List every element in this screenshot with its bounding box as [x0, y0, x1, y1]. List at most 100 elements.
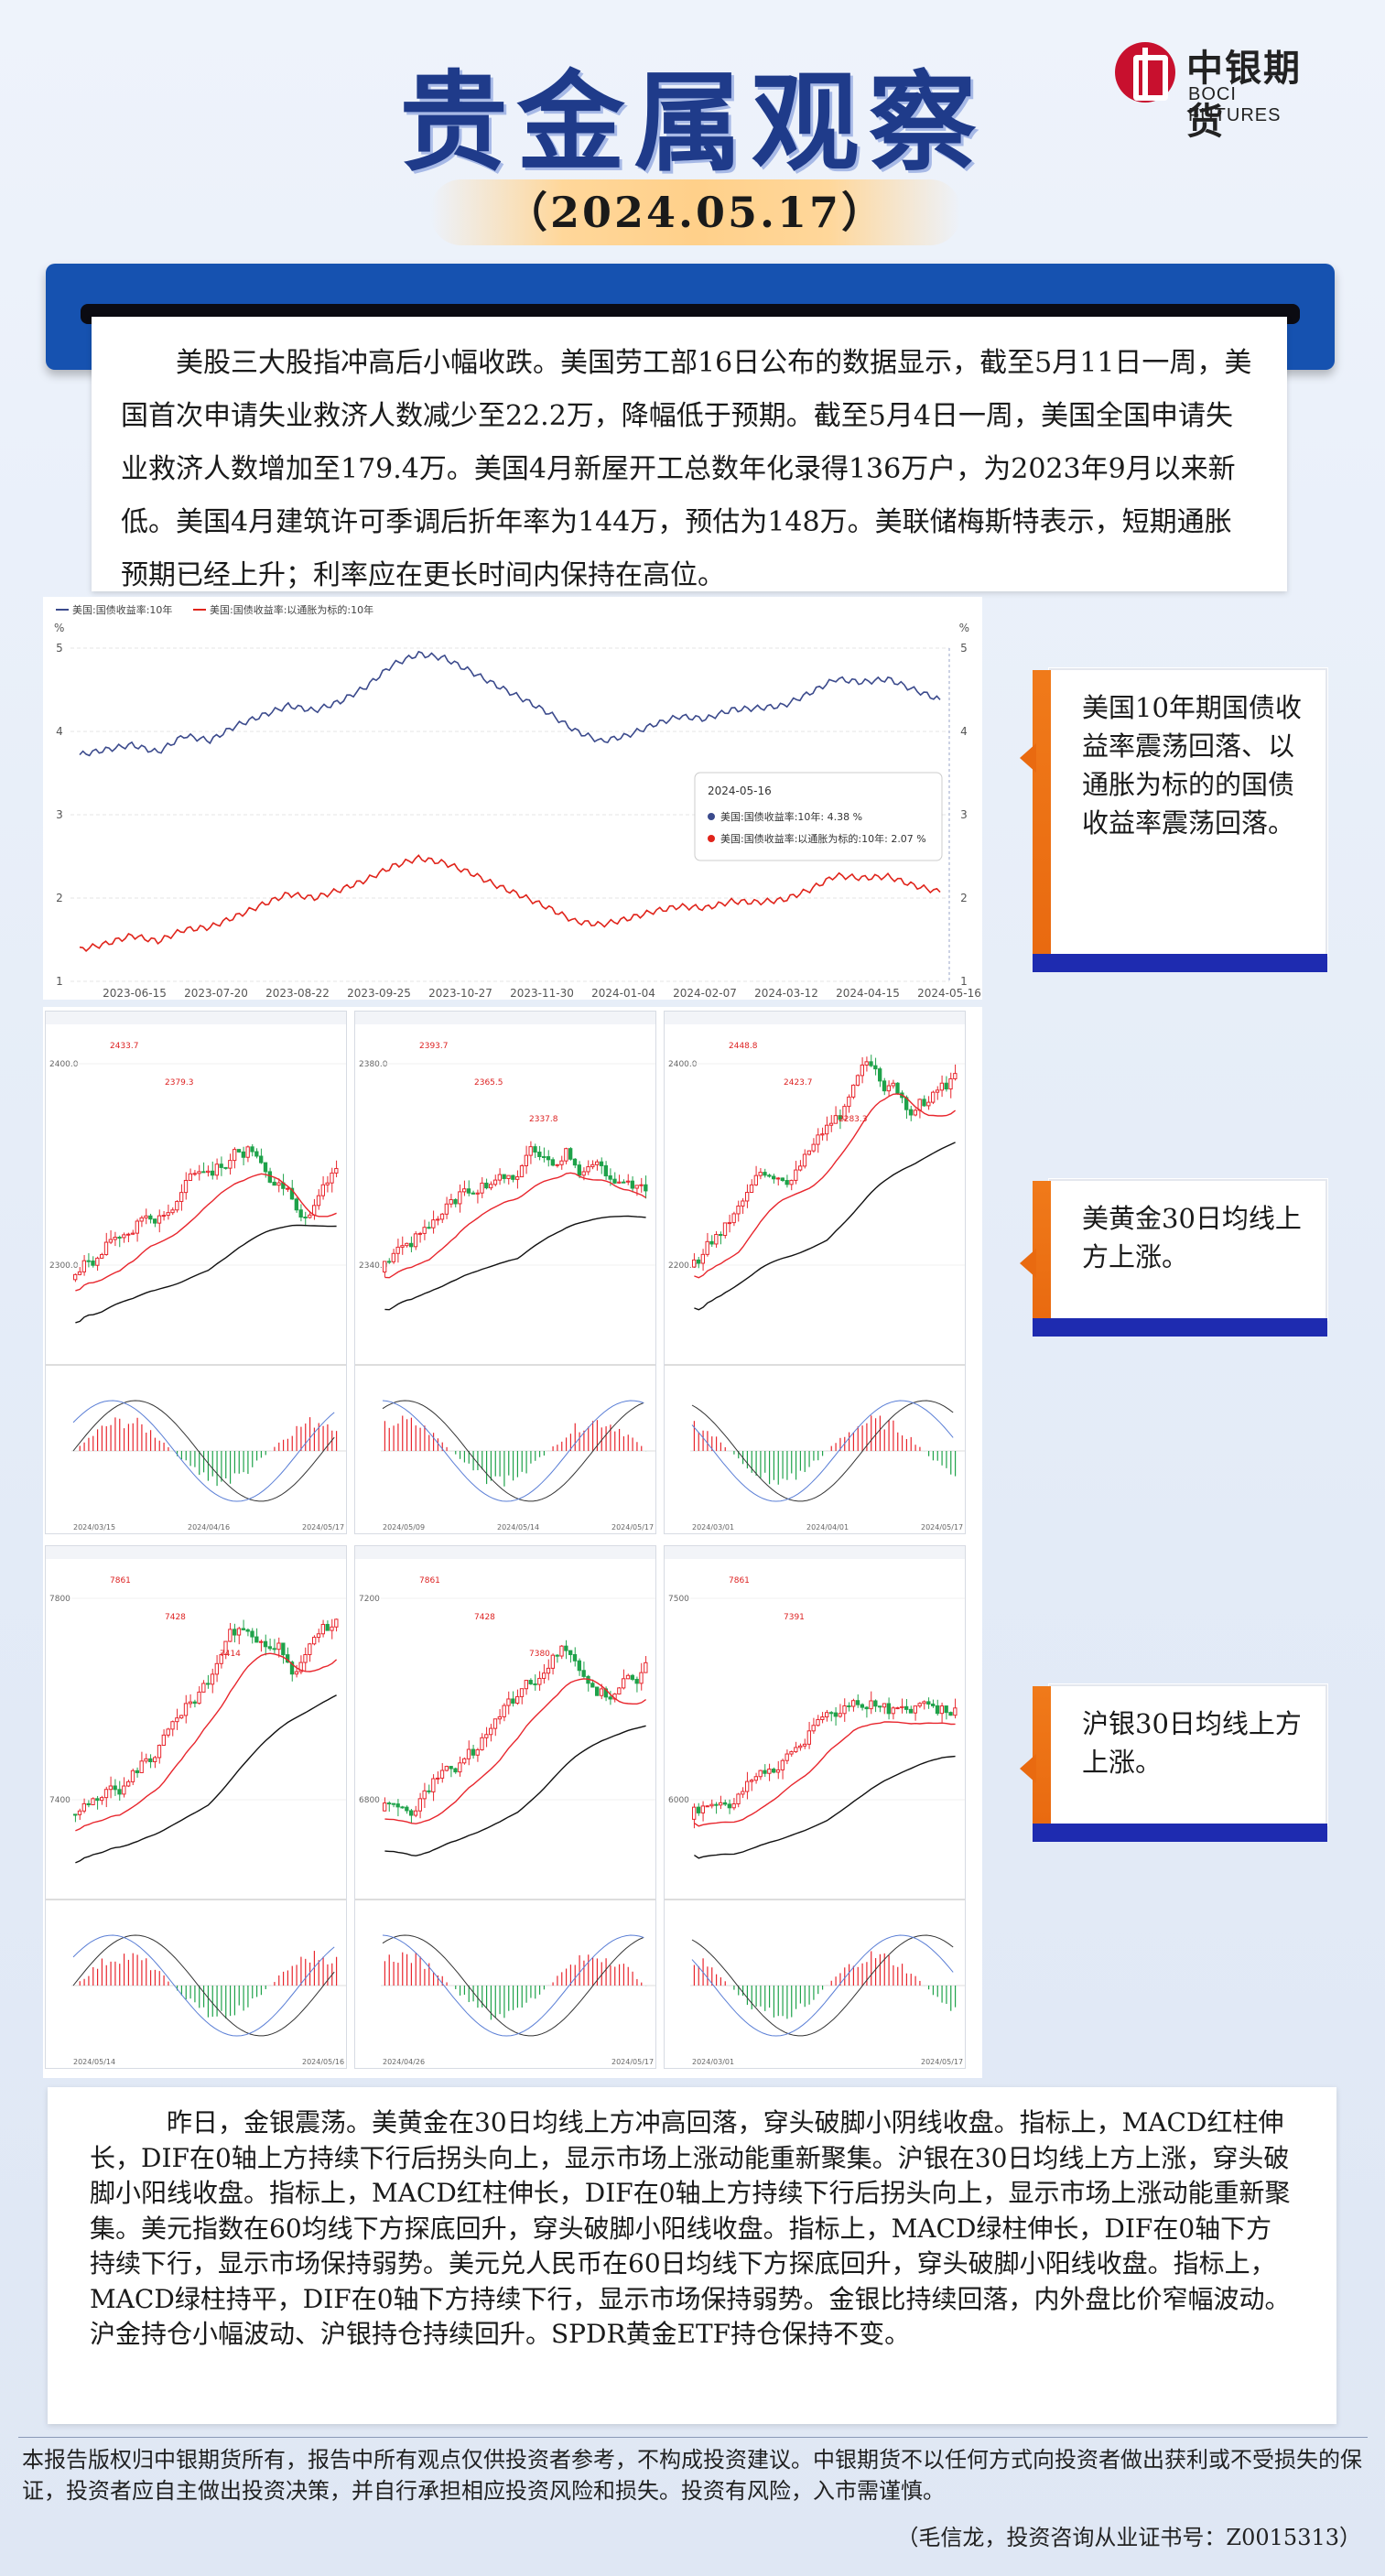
- candle-body: [497, 1716, 503, 1720]
- candle-body: [550, 1159, 556, 1166]
- candle-body: [294, 1671, 298, 1675]
- macd-line: [382, 1400, 644, 1502]
- candle-body: [267, 1171, 273, 1183]
- candle-body: [449, 1766, 453, 1770]
- candle-body: [644, 1661, 648, 1673]
- legend-label: 美国:国债收益率:以通胀为标的:10年: [210, 603, 373, 616]
- candle-body: [436, 1777, 440, 1780]
- candle-body: [577, 1164, 582, 1176]
- candle-body: [913, 1109, 917, 1116]
- macd-line: [72, 1400, 335, 1502]
- candle-body: [139, 1217, 144, 1222]
- candle-body: [825, 1124, 829, 1135]
- price-label: 2380.0: [359, 1060, 388, 1069]
- candle-body: [709, 1803, 714, 1807]
- x-tick-label: 2024-02-07: [673, 987, 737, 1000]
- candle-body: [334, 1618, 339, 1628]
- candle-body: [206, 1683, 211, 1685]
- tooltip-row: 美国:国债收益率:以通胀为标的:10年: 2.07 %: [720, 832, 926, 845]
- candle-body: [745, 1192, 750, 1202]
- kline-panel: 7200 6800 7861 7428 7380 2024/04/26 2024/05/17: [354, 1545, 656, 2069]
- candle-body: [108, 1785, 113, 1791]
- candle-body: [913, 1705, 917, 1714]
- candle-body: [559, 1160, 564, 1165]
- candle-body: [882, 1080, 887, 1092]
- candle-body: [939, 1705, 944, 1715]
- candle-body: [546, 1156, 551, 1161]
- candle-body: [555, 1164, 559, 1166]
- candle-body: [113, 1237, 117, 1240]
- author-credit: （毛信龙，投资咨询从业证书号：Z0015313）: [896, 2525, 1361, 2550]
- candle-body: [400, 1806, 405, 1809]
- candle-body: [519, 1164, 525, 1178]
- kline-grid: 2400.0 2300.0 2433.7 2379.3 2024/03/15 2024/0…: [43, 1007, 982, 2078]
- page-title: 贵金属观察: [399, 60, 986, 186]
- candle-body: [395, 1803, 400, 1808]
- candle-body: [780, 1177, 784, 1182]
- candle-body: [228, 1160, 233, 1169]
- candle-body: [267, 1646, 273, 1650]
- candle-body: [568, 1148, 573, 1160]
- kline-svg: 7800 7400 7861 7428 7414 2024/05/14 2024/05/16: [46, 1546, 346, 2066]
- price-mark: 7391: [784, 1613, 805, 1622]
- candle-body: [727, 1222, 731, 1225]
- candle-body: [175, 1717, 179, 1723]
- candle-body: [630, 1180, 634, 1189]
- candle-body: [391, 1252, 396, 1262]
- candle-body: [219, 1164, 223, 1168]
- candle-body: [228, 1629, 233, 1642]
- price-label: 2200.0: [668, 1261, 698, 1271]
- candle-body: [634, 1185, 639, 1189]
- candle-body: [325, 1623, 330, 1631]
- candle-body: [431, 1778, 436, 1792]
- candle-body: [745, 1780, 750, 1792]
- callout-yield-text: 美国10年期国债收益率震荡回落、以通胀为标的的国债收益率震荡回落。: [1082, 692, 1302, 839]
- candle-body: [511, 1698, 515, 1704]
- candle-body: [953, 1073, 958, 1079]
- candle-body: [542, 1672, 546, 1679]
- candle-body: [775, 1177, 781, 1180]
- x-tick-label: 2023-11-30: [510, 987, 574, 1000]
- candle-body: [559, 1645, 564, 1657]
- y-tick-label: 5: [56, 642, 63, 655]
- candle-body: [926, 1101, 931, 1107]
- candle-body: [603, 1164, 608, 1176]
- candle-body: [763, 1770, 767, 1774]
- disclaimer-text: 本报告版权归中银期货所有，报告中所有观点仅供投资者参考，不构成投资建议。中银期货…: [22, 2447, 1362, 2504]
- candle-body: [772, 1769, 776, 1773]
- candle-body: [289, 1661, 295, 1675]
- candle-body: [895, 1707, 900, 1710]
- moving-average-line: [384, 1215, 646, 1311]
- candle-body: [758, 1172, 763, 1176]
- candle-body: [77, 1271, 82, 1275]
- analysis-box: 昨日，金银震荡。美黄金在30日均线上方冲高回落，穿头破脚小阴线收盘。指标上，MA…: [48, 2087, 1336, 2424]
- candle-body: [749, 1184, 754, 1194]
- candle-body: [471, 1748, 475, 1756]
- candle-body: [612, 1178, 617, 1184]
- candle-body: [475, 1748, 480, 1756]
- candle-body: [811, 1725, 816, 1732]
- candle-body: [895, 1082, 900, 1094]
- candle-body: [736, 1205, 741, 1215]
- candle-body: [475, 1192, 480, 1195]
- y-tick-label: 5: [960, 642, 968, 655]
- candle-body: [148, 1758, 153, 1763]
- macd-line: [382, 1934, 644, 2037]
- candle-body: [413, 1810, 418, 1816]
- candle-body: [775, 1769, 781, 1773]
- candle-body: [939, 1082, 944, 1091]
- candle-body: [731, 1213, 736, 1224]
- tooltip-dot: [708, 813, 715, 820]
- date-label: 2024/05/16: [302, 2058, 344, 2066]
- moving-average-line: [384, 1725, 646, 1856]
- candle-body: [466, 1748, 471, 1759]
- treasury-yield-chart: 美国:国债收益率:10年 美国:国债收益率:以通胀为标的:10年%% 5 5 4 4 3 3 2…: [43, 597, 982, 1000]
- candle-body: [705, 1805, 709, 1808]
- candle-body: [188, 1173, 193, 1181]
- candle-body: [126, 1780, 131, 1787]
- candle-body: [599, 1688, 604, 1696]
- candle-body: [400, 1245, 405, 1248]
- candle-body: [117, 1789, 122, 1795]
- macd-line: [72, 1400, 335, 1502]
- candle-body: [948, 1712, 953, 1716]
